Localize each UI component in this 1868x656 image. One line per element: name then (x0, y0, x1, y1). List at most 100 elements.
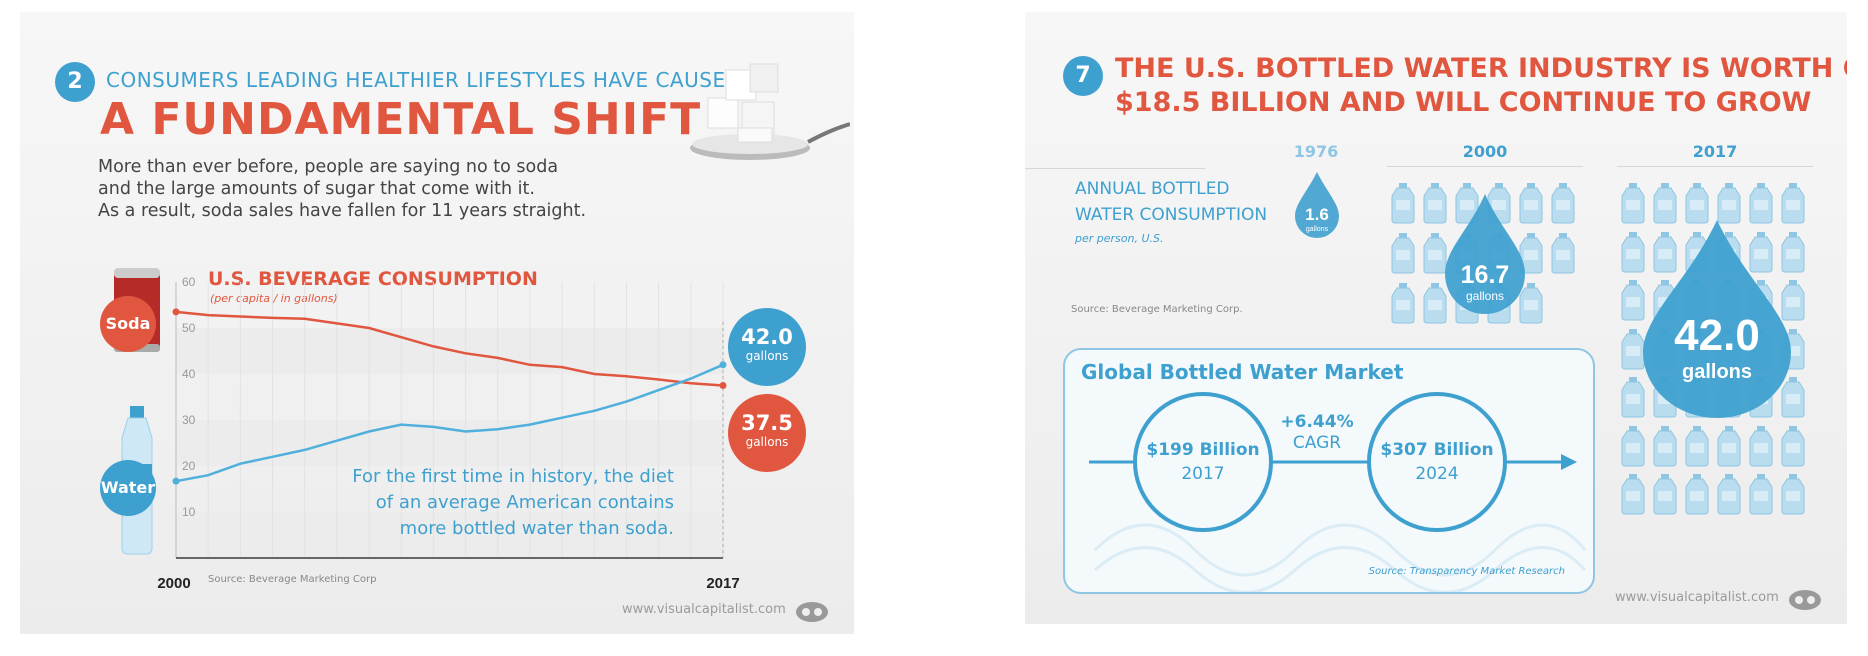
drop-value: 16.7 (1461, 261, 1510, 289)
series-line-water (175, 363, 724, 483)
market-start-amount: $199 Billion (1146, 440, 1260, 460)
water-jug-icon (1781, 231, 1805, 273)
market-source: Source: Transparency Market Research (1368, 566, 1565, 577)
water-jug-icon (1621, 425, 1645, 467)
grid-band (176, 512, 723, 558)
water-label-badge: Water (100, 460, 156, 516)
water-jug-icon (1685, 183, 1709, 224)
x-tick-label: 2017 (706, 575, 739, 592)
water-jug-icon (1621, 328, 1645, 370)
annotation-line: more bottled water than soda. (399, 518, 674, 539)
consumption-source: Source: Beverage Marketing Corp. (1071, 304, 1243, 315)
y-tick-label: 30 (182, 413, 196, 427)
water-jug-icon (1391, 233, 1415, 274)
water-jug-icon (1781, 280, 1805, 321)
water-jug-icon (1653, 474, 1677, 515)
water-jug-icon (1717, 183, 1741, 224)
water-jug-icon (1551, 183, 1575, 224)
market-title: Global Bottled Water Market (1081, 360, 1404, 384)
intro-line: and the large amounts of sugar that come… (98, 179, 535, 199)
water-jug-icon (1749, 183, 1773, 224)
consumption-line: WATER CONSUMPTION (1075, 205, 1268, 225)
water-jug-icon (1685, 474, 1709, 515)
water-jug-icon (1685, 425, 1709, 467)
y-tick-label: 60 (182, 275, 196, 289)
section-number-badge: 2 (55, 62, 95, 102)
water-jug-icon (1423, 283, 1447, 324)
water-drop-1976: 1.6 gallons (1295, 172, 1339, 238)
sugar-spoon-icon (690, 63, 850, 160)
drop-unit: gallons (1466, 289, 1504, 303)
global-market-box: Global Bottled Water Market $199 Billion… (1063, 348, 1595, 594)
water-jug-icon (1781, 183, 1805, 224)
chart-source: Source: Beverage Marketing Corp (208, 574, 377, 585)
chart-annotation: For the first time in history, the diet … (352, 464, 674, 542)
callout-unit: gallons (745, 435, 789, 449)
y-tick-label: 40 (182, 367, 196, 381)
year-label: 1976 (1293, 142, 1339, 161)
water-drop-2017: 42.0 gallons (1643, 220, 1791, 418)
water-jug-icon (1621, 377, 1645, 418)
y-tick-label: 20 (182, 459, 196, 473)
brand-logo-icon (796, 602, 828, 622)
callout-value: 42.0 (741, 325, 793, 349)
water-jug-icon (1653, 231, 1677, 273)
annotation-line: For the first time in history, the diet (352, 466, 674, 487)
left-infographic-panel: 2 CONSUMERS LEADING HEALTHIER LIFESTYLES… (20, 12, 854, 634)
chart-title: U.S. BEVERAGE CONSUMPTION (208, 268, 538, 290)
data-point-water (719, 361, 727, 369)
data-point-water (172, 477, 180, 485)
brand-logo-icon (1789, 590, 1821, 610)
water-jug-icon (1519, 283, 1543, 324)
water-jug-icon (1551, 233, 1575, 274)
section-number-badge: 7 (1063, 56, 1103, 96)
water-jug-icon (1653, 425, 1677, 467)
site-url: www.visualcapitalist.com (1615, 590, 1779, 605)
right-infographic-panel: 7 THE U.S. BOTTLED WATER INDUSTRY IS WOR… (1025, 12, 1847, 624)
consumption-label: ANNUAL BOTTLED WATER CONSUMPTION (1075, 176, 1267, 228)
water-jug-icon (1781, 377, 1805, 418)
section-headline: A FUNDAMENTAL SHIFT (100, 94, 702, 145)
consumption-line: ANNUAL BOTTLED (1075, 179, 1230, 199)
callout-unit: gallons (745, 349, 789, 363)
y-tick-label: 10 (182, 505, 196, 519)
year-label: 2000 (1462, 142, 1508, 161)
water-jug-icon (1749, 474, 1773, 515)
intro-line: As a result, soda sales have fallen for … (98, 201, 587, 221)
water-drop-2000: 16.7 gallons (1445, 194, 1525, 314)
water-2017-callout: 42.0 gallons (728, 308, 806, 386)
consumption-subtitle: per person, U.S. (1075, 232, 1164, 245)
water-jug-icon (1717, 474, 1741, 515)
water-jug-icon (1423, 183, 1447, 224)
beverage-line-chart: 10 20 30 40 50 60 2000 2017 (157, 275, 739, 592)
water-jug-icon (1621, 183, 1645, 224)
water-jug-icon (1391, 183, 1415, 224)
y-tick-label: 50 (182, 321, 196, 335)
intro-line: More than ever before, people are saying… (98, 157, 559, 177)
data-point-soda (172, 308, 180, 316)
headline-line: THE U.S. BOTTLED WATER INDUSTRY IS WORTH… (1115, 53, 1847, 84)
water-jug-icon (1781, 474, 1805, 515)
market-start-year: 2017 (1181, 464, 1225, 484)
water-jug-icon (1621, 231, 1645, 273)
market-end-amount: $307 Billion (1380, 440, 1494, 460)
drop-value: 1.6 (1305, 205, 1329, 224)
soda-2017-callout: 37.5 gallons (728, 394, 806, 472)
water-jug-icon (1621, 474, 1645, 515)
chart-subtitle: (per capita / in gallons) (210, 292, 338, 305)
water-jug-icon (1781, 425, 1805, 467)
water-jug-icon (1391, 283, 1415, 324)
soda-label-badge: Soda (100, 296, 156, 352)
callout-value: 37.5 (741, 411, 793, 435)
cagr-value: +6.44% (1280, 412, 1354, 432)
site-url: www.visualcapitalist.com (622, 602, 786, 617)
market-cagr: +6.44% CAGR (1277, 412, 1357, 454)
water-jug-icon (1717, 425, 1741, 467)
water-jug-icon (1749, 425, 1773, 467)
series-line-soda (175, 310, 724, 387)
water-jug-icon (1621, 280, 1645, 321)
section-headline: THE U.S. BOTTLED WATER INDUSTRY IS WORTH… (1115, 52, 1847, 120)
water-jug-icon (1653, 183, 1677, 224)
market-end-circle: $307 Billion 2024 (1367, 392, 1507, 532)
market-end-year: 2024 (1415, 464, 1459, 484)
